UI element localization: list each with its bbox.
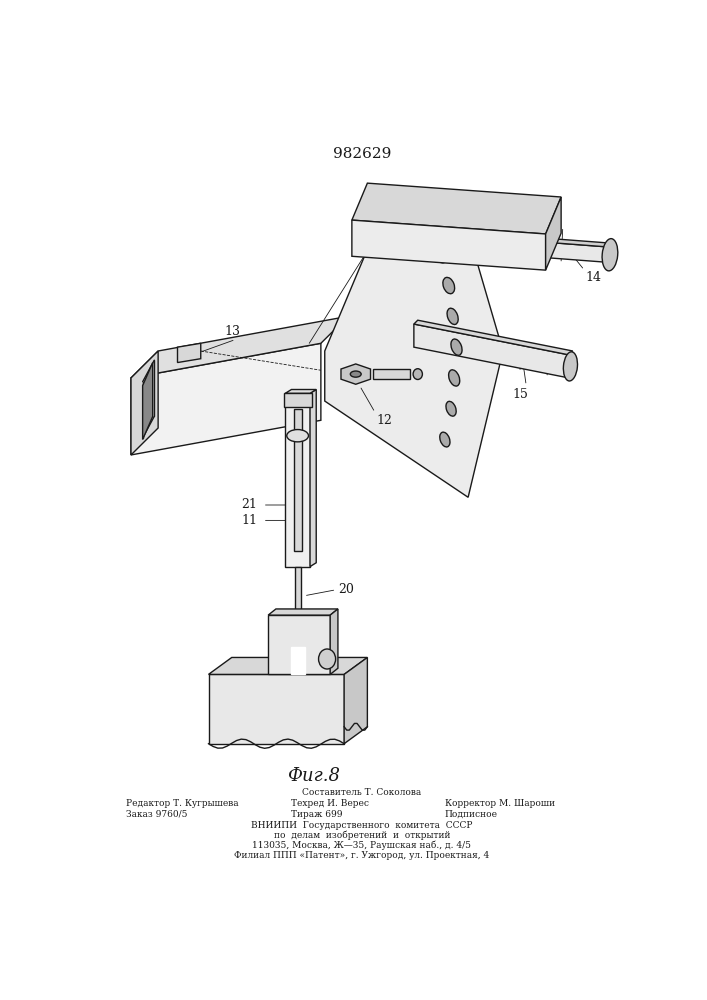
Ellipse shape (319, 649, 336, 669)
Ellipse shape (449, 370, 460, 386)
Polygon shape (341, 364, 370, 384)
Polygon shape (295, 567, 300, 620)
Ellipse shape (351, 371, 361, 377)
Text: Подписное: Подписное (445, 810, 498, 819)
Polygon shape (268, 615, 330, 674)
Text: 11: 11 (241, 514, 257, 527)
Text: Тираж 699: Тираж 699 (291, 810, 343, 819)
Polygon shape (131, 316, 348, 378)
Text: Техред И. Верес: Техред И. Верес (291, 799, 370, 808)
Polygon shape (177, 343, 201, 363)
Ellipse shape (440, 432, 450, 447)
Ellipse shape (602, 239, 618, 271)
Text: 20: 20 (338, 583, 354, 596)
Polygon shape (291, 647, 305, 674)
Text: Фиг.8: Фиг.8 (286, 767, 339, 785)
Text: 12: 12 (377, 414, 392, 427)
Text: 113035, Москва, Ж—35, Раушская наб., д. 4/5: 113035, Москва, Ж—35, Раушская наб., д. … (252, 841, 472, 850)
Polygon shape (330, 609, 338, 674)
Polygon shape (546, 197, 561, 270)
Polygon shape (352, 183, 561, 234)
Ellipse shape (413, 369, 422, 379)
Polygon shape (310, 389, 316, 567)
Polygon shape (414, 320, 573, 355)
Text: Редактор Т. Кугрышева: Редактор Т. Кугрышева (126, 799, 238, 808)
Polygon shape (344, 657, 368, 744)
Polygon shape (356, 224, 612, 247)
Polygon shape (293, 409, 301, 551)
Text: 14: 14 (586, 271, 602, 284)
Ellipse shape (287, 430, 308, 442)
Polygon shape (209, 657, 368, 674)
Text: по  делам  изобретений  и  открытий: по делам изобретений и открытий (274, 831, 450, 840)
Text: Составитель Т. Соколова: Составитель Т. Соколова (303, 788, 421, 797)
Polygon shape (268, 609, 338, 615)
Polygon shape (285, 389, 316, 393)
Polygon shape (352, 220, 546, 270)
Text: Заказ 9760/5: Заказ 9760/5 (126, 810, 187, 819)
Ellipse shape (447, 308, 458, 324)
Text: 15: 15 (513, 388, 529, 401)
Polygon shape (131, 343, 321, 455)
Polygon shape (284, 393, 312, 407)
Ellipse shape (443, 277, 455, 294)
Polygon shape (143, 363, 153, 440)
Polygon shape (373, 369, 410, 379)
Text: 982629: 982629 (333, 147, 391, 161)
Polygon shape (131, 351, 158, 455)
Ellipse shape (563, 352, 578, 381)
Ellipse shape (451, 339, 462, 355)
Ellipse shape (446, 401, 456, 416)
Polygon shape (325, 212, 503, 497)
Text: Корректор М. Шароши: Корректор М. Шароши (445, 799, 555, 808)
Polygon shape (414, 324, 569, 378)
Text: 13: 13 (224, 325, 240, 338)
Text: 21: 21 (242, 498, 257, 512)
Text: Филиал ППП «Патент», г. Ужгород, ул. Проектная, 4: Филиал ППП «Патент», г. Ужгород, ул. Про… (234, 851, 489, 860)
Polygon shape (285, 393, 310, 567)
Polygon shape (209, 674, 344, 744)
Ellipse shape (435, 247, 447, 263)
Text: ВНИИПИ  Государственного  комитета  СССР: ВНИИПИ Государственного комитета СССР (251, 821, 473, 830)
Polygon shape (356, 228, 609, 262)
